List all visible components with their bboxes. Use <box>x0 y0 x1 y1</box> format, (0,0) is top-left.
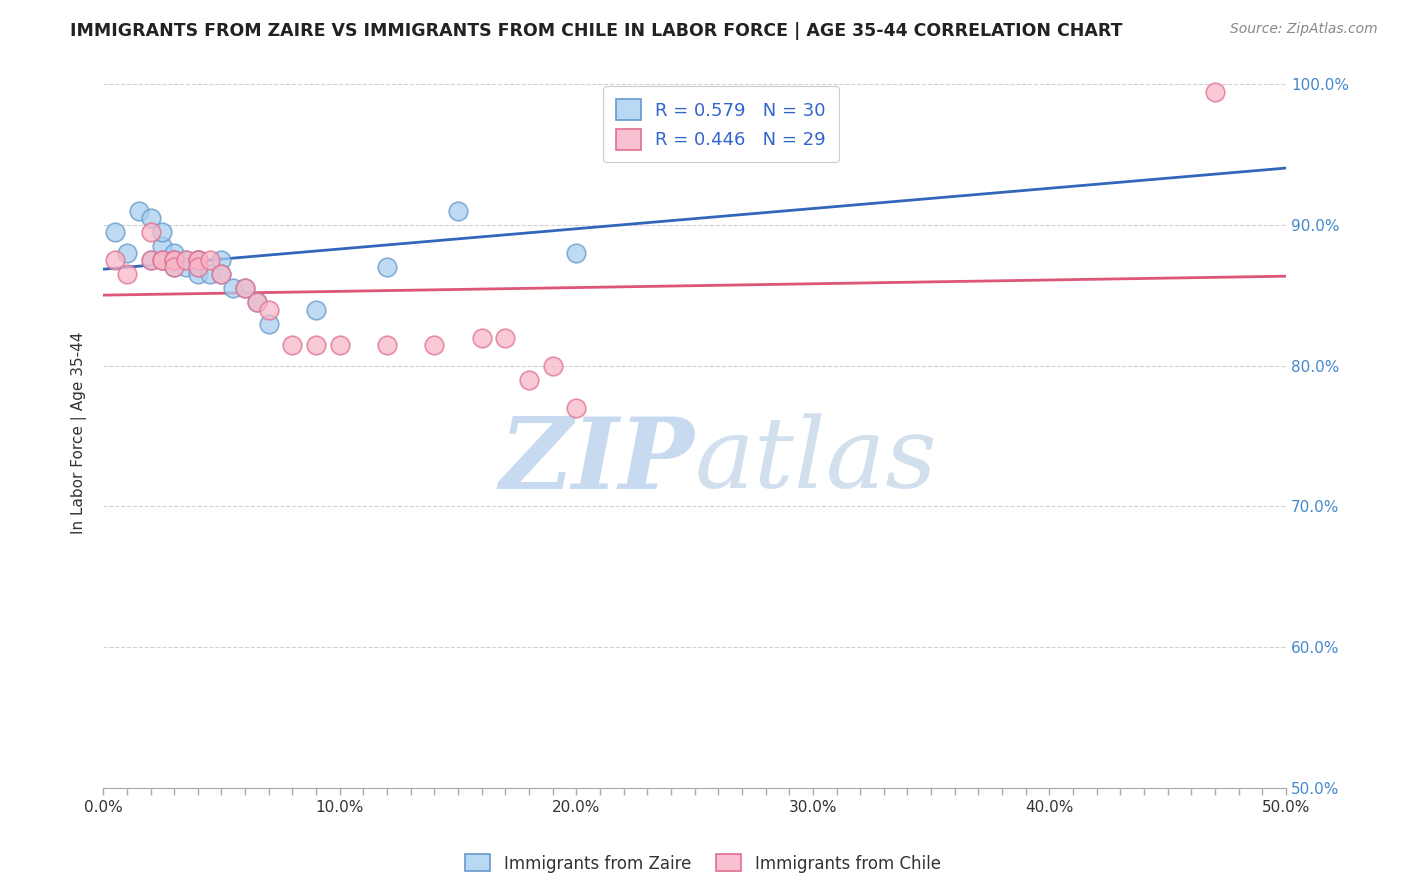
Point <box>329 337 352 351</box>
Point <box>174 260 197 275</box>
Point <box>257 302 280 317</box>
Legend: R = 0.579   N = 30, R = 0.446   N = 29: R = 0.579 N = 30, R = 0.446 N = 29 <box>603 87 839 162</box>
Point <box>246 295 269 310</box>
Point <box>163 253 186 268</box>
Point <box>187 268 209 282</box>
Point <box>187 260 209 275</box>
Point <box>211 268 233 282</box>
Point <box>211 253 233 268</box>
Point <box>423 337 446 351</box>
Point <box>305 302 328 317</box>
Point <box>1204 85 1226 99</box>
Point <box>150 239 173 253</box>
Point <box>163 253 186 268</box>
Point <box>233 281 256 295</box>
Point <box>163 246 186 260</box>
Point <box>187 253 209 268</box>
Point <box>565 246 588 260</box>
Point <box>150 253 173 268</box>
Point <box>565 401 588 415</box>
Point <box>150 253 173 268</box>
Point <box>163 260 186 275</box>
Y-axis label: In Labor Force | Age 35-44: In Labor Force | Age 35-44 <box>72 332 87 533</box>
Point <box>150 225 173 239</box>
Point <box>246 295 269 310</box>
Point <box>517 373 540 387</box>
Point <box>104 225 127 239</box>
Point <box>115 246 138 260</box>
Point <box>163 260 186 275</box>
Point <box>198 268 221 282</box>
Point <box>494 331 516 345</box>
Point <box>375 337 398 351</box>
Point <box>233 281 256 295</box>
Point <box>139 253 162 268</box>
Point <box>305 337 328 351</box>
Text: IMMIGRANTS FROM ZAIRE VS IMMIGRANTS FROM CHILE IN LABOR FORCE | AGE 35-44 CORREL: IMMIGRANTS FROM ZAIRE VS IMMIGRANTS FROM… <box>70 22 1123 40</box>
Point <box>104 253 127 268</box>
Point <box>163 253 186 268</box>
Point <box>139 253 162 268</box>
Point <box>375 260 398 275</box>
Point <box>222 281 245 295</box>
Point <box>174 253 197 268</box>
Point <box>139 225 162 239</box>
Point <box>163 253 186 268</box>
Point <box>115 268 138 282</box>
Point <box>198 253 221 268</box>
Point <box>174 253 197 268</box>
Point <box>187 260 209 275</box>
Point <box>187 253 209 268</box>
Point <box>211 268 233 282</box>
Point <box>281 337 304 351</box>
Text: atlas: atlas <box>695 413 938 508</box>
Text: ZIP: ZIP <box>499 413 695 509</box>
Point <box>139 211 162 226</box>
Point <box>447 204 470 219</box>
Point <box>150 253 173 268</box>
Point <box>187 253 209 268</box>
Text: Source: ZipAtlas.com: Source: ZipAtlas.com <box>1230 22 1378 37</box>
Point <box>471 331 494 345</box>
Point <box>128 204 150 219</box>
Legend: Immigrants from Zaire, Immigrants from Chile: Immigrants from Zaire, Immigrants from C… <box>458 847 948 880</box>
Point <box>541 359 564 373</box>
Point <box>613 134 636 148</box>
Point <box>257 317 280 331</box>
Point <box>187 253 209 268</box>
